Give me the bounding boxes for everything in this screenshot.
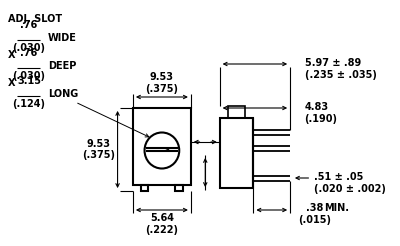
- Text: 4.83
(.190): 4.83 (.190): [304, 102, 338, 124]
- Text: X: X: [8, 50, 15, 60]
- Text: MIN.: MIN.: [324, 203, 349, 213]
- Text: 5.97 ± .89
(.235 ± .035): 5.97 ± .89 (.235 ± .035): [304, 58, 376, 80]
- Text: 9.53
(.375): 9.53 (.375): [145, 72, 178, 94]
- Bar: [133, 108, 191, 185]
- Bar: [220, 118, 254, 188]
- Bar: [175, 185, 183, 191]
- Text: (.030): (.030): [12, 71, 46, 81]
- Text: (.030): (.030): [12, 43, 46, 53]
- Text: .51 ± .05
(.020 ± .002): .51 ± .05 (.020 ± .002): [314, 172, 386, 194]
- Bar: [228, 106, 245, 118]
- Text: (.124): (.124): [12, 99, 46, 109]
- Text: X: X: [8, 78, 15, 88]
- Text: 9.53
(.375): 9.53 (.375): [82, 139, 115, 160]
- Text: 3.15: 3.15: [17, 76, 41, 86]
- Text: .76: .76: [20, 20, 38, 30]
- Text: LONG: LONG: [48, 89, 78, 99]
- Text: ADJ. SLOT: ADJ. SLOT: [8, 14, 62, 24]
- Text: WIDE: WIDE: [48, 33, 77, 43]
- Bar: [141, 185, 148, 191]
- Text: DEEP: DEEP: [48, 61, 76, 71]
- Text: .38
(.015): .38 (.015): [298, 203, 331, 225]
- Text: 5.64
(.222): 5.64 (.222): [145, 213, 178, 235]
- Text: .76: .76: [20, 48, 38, 58]
